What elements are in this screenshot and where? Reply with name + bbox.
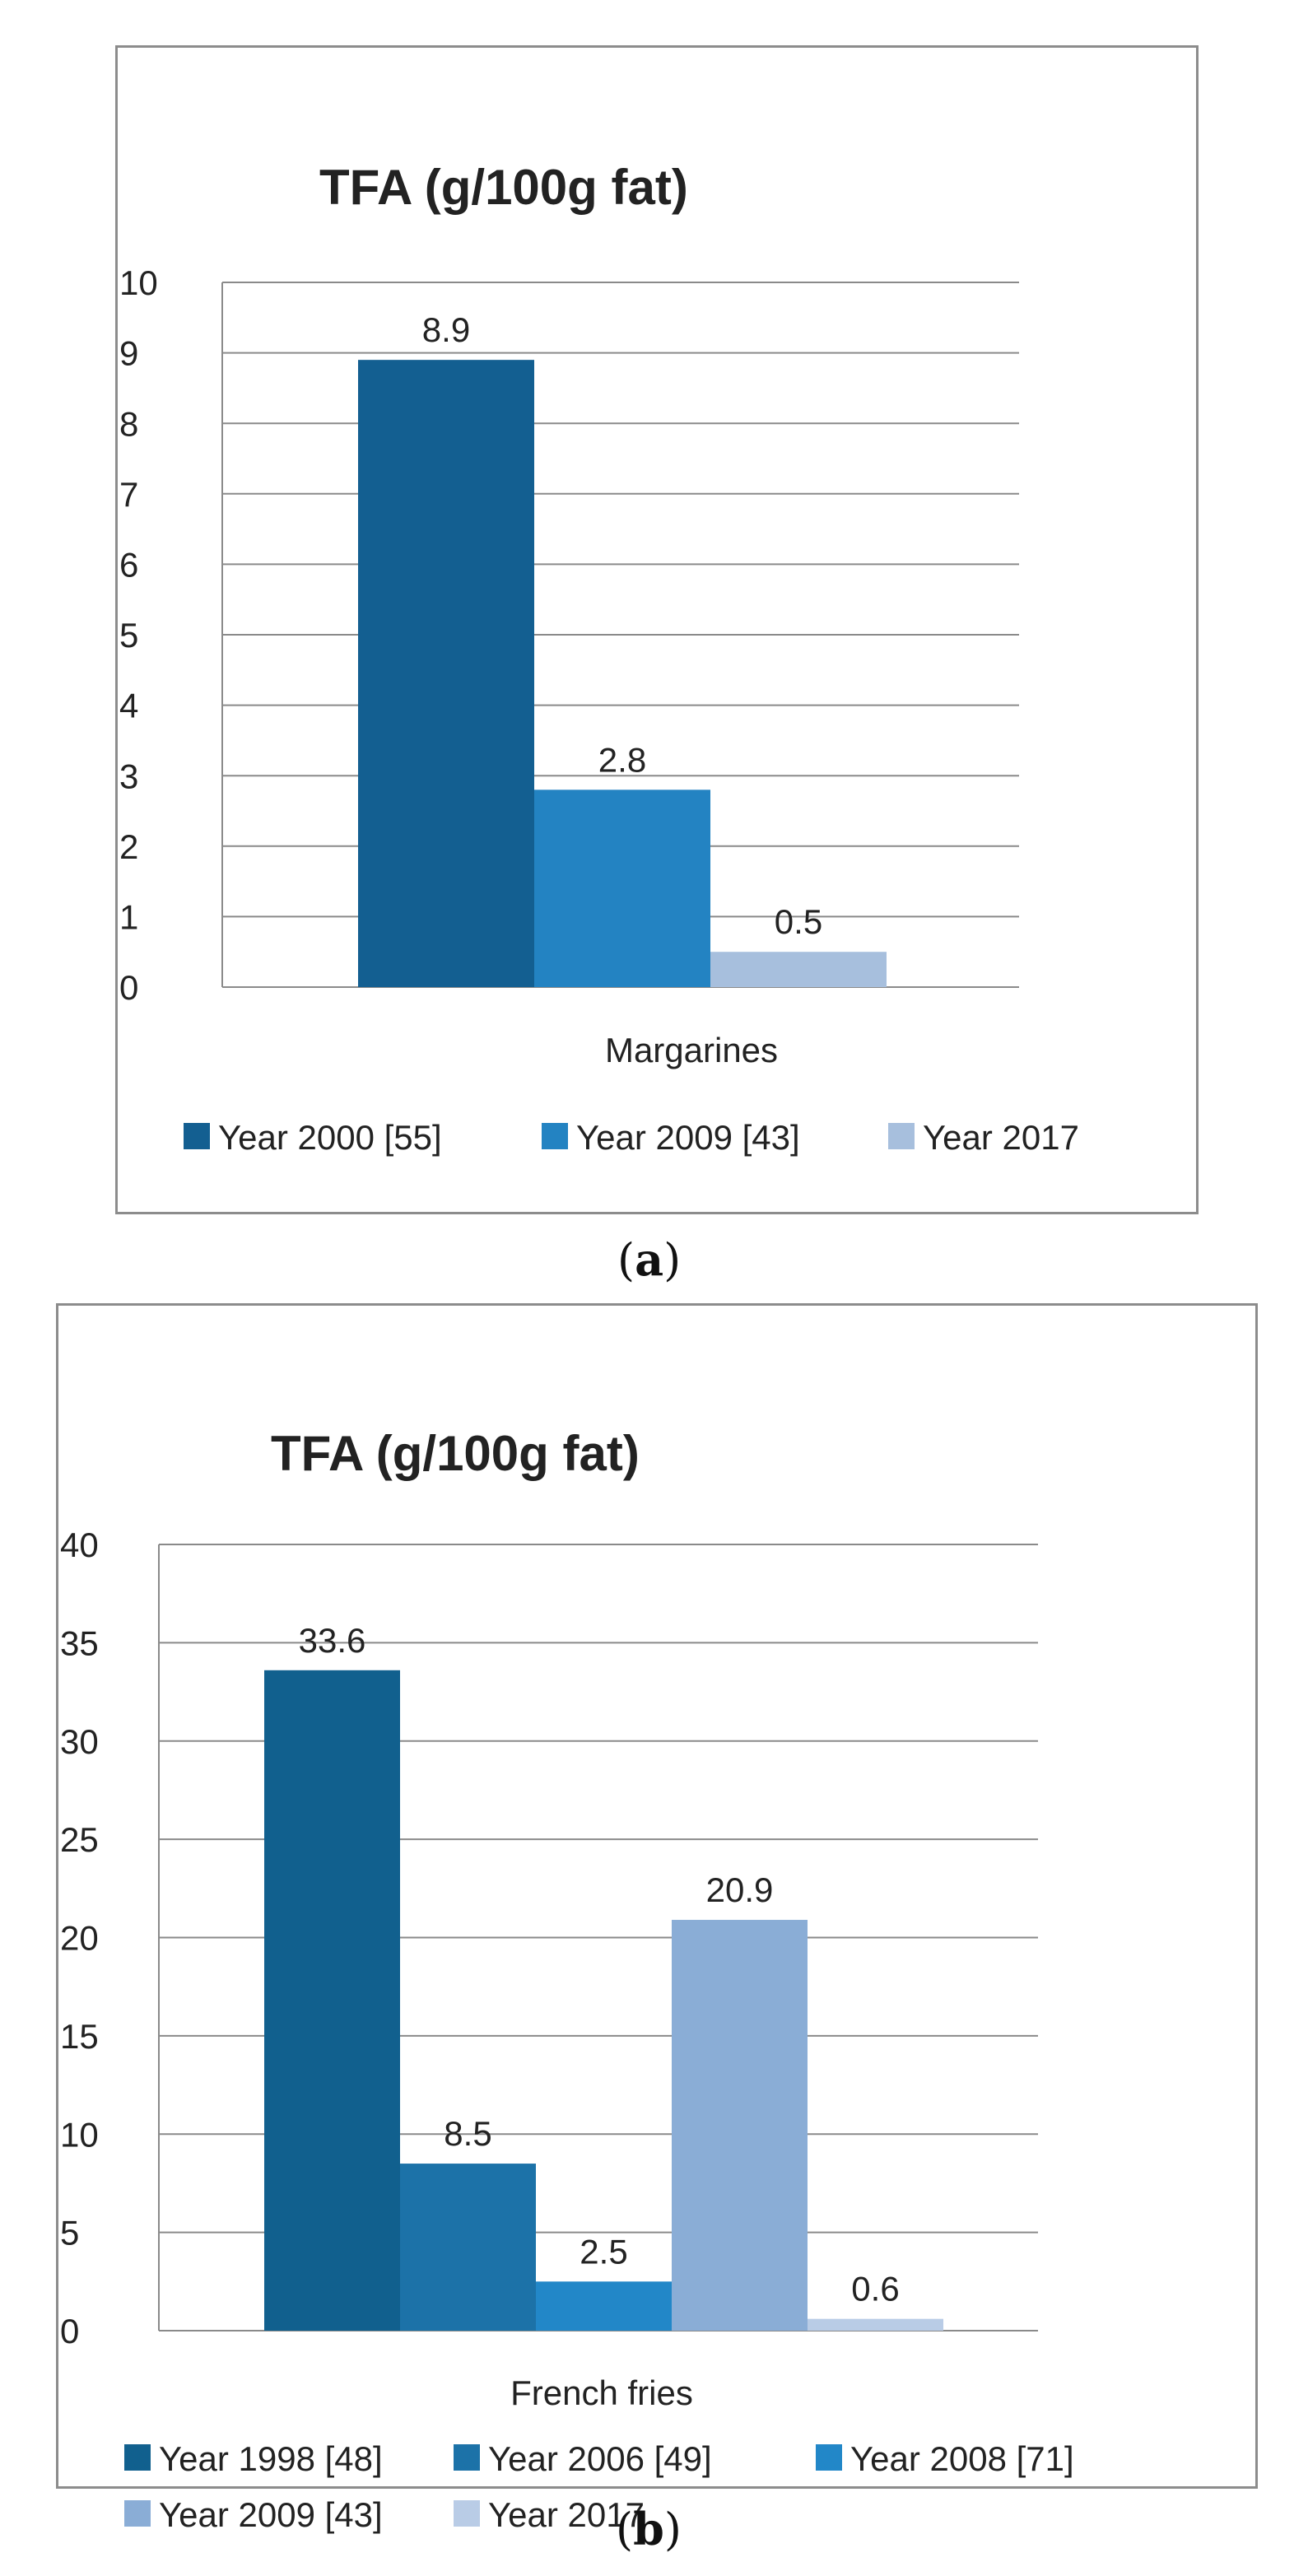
caption-a-close: ) [663,1234,682,1286]
y-tick-label: 30 [60,1722,99,1761]
legend-swatch [454,2444,480,2471]
legend-swatch [184,1123,210,1149]
y-tick-label: 9 [119,334,138,373]
y-tick-label: 5 [60,2214,79,2252]
y-tick-label: 35 [60,1623,99,1662]
chart-panel-a: TFA (g/100g fat) 0 1 2 3 4 5 6 7 8 9 10 8.9 2.8 0.5 Mar… [115,45,1199,1214]
y-tick-label: 15 [60,2017,99,2056]
legend-swatch [124,2444,151,2471]
legend-swatch [454,2500,480,2527]
caption-b-close: ) [663,2504,682,2555]
data-label: 0.5 [775,902,822,941]
y-tick-label: 7 [119,475,138,514]
chart-panel-b: TFA (g/100g fat) 0 5 10 15 20 25 30 35 40 33.6 8.5 2… [56,1303,1258,2534]
bar [710,952,887,987]
y-tick-label: 2 [119,827,138,866]
data-label: 0.6 [851,2270,899,2308]
y-tick-label: 20 [60,1919,99,1958]
legend-swatch [542,1123,568,1149]
legend-label: Year 2017 [488,2495,645,2534]
bar [536,2281,672,2331]
chart-b-svg: TFA (g/100g fat) 0 5 10 15 20 25 30 35 40 33.6 8.5 2… [60,1426,1074,2534]
y-tick-label: 6 [119,546,138,585]
bar [264,1670,400,2331]
data-label: 33.6 [299,1621,366,1660]
bar [808,2318,943,2331]
chart-a-svg: TFA (g/100g fat) 0 1 2 3 4 5 6 7 8 9 10 8.9 2.8 0.5 Mar… [119,160,1079,1157]
y-tick-label: 3 [119,757,138,795]
caption-a: (a) [617,1233,681,1286]
data-label: 2.5 [580,2232,627,2271]
data-label: 2.8 [598,740,646,779]
category-label: French fries [510,2373,693,2412]
y-tick-label: 5 [119,616,138,654]
y-tick-label: 1 [119,898,138,937]
y-tick-label: 4 [119,687,138,725]
legend-label: Year 2017 [923,1118,1079,1157]
data-label: 8.9 [422,310,470,349]
y-tick-label: 10 [119,263,158,302]
y-tick-label: 10 [60,2115,99,2154]
y-tick-label: 40 [60,1526,99,1564]
caption-a-label: a [635,1233,664,1286]
bar [534,790,710,987]
chart-title: TFA (g/100g fat) [271,1426,640,1481]
legend-label: Year 2009 [43] [159,2495,383,2534]
y-tick-label: 8 [119,404,138,443]
legend-label: Year 2008 [71] [850,2439,1074,2478]
category-label: Margarines [605,1031,778,1069]
caption-a-open: ( [617,1234,635,1286]
caption-b-label: b [633,2503,664,2555]
caption-b: (b) [616,2503,682,2555]
legend-label: Year 2009 [43] [576,1118,800,1157]
data-label: 8.5 [444,2114,491,2153]
data-label: 20.9 [706,1870,774,1909]
y-tick-label: 0 [119,968,138,1007]
legend-swatch [124,2500,151,2527]
legend-label: Year 2006 [49] [488,2439,712,2478]
bar [400,2164,536,2331]
bar [672,1920,808,2331]
y-tick-label: 25 [60,1820,99,1859]
bar [358,360,534,987]
caption-b-open: ( [616,2504,634,2555]
legend-swatch [816,2444,842,2471]
legend-swatch [888,1123,915,1149]
legend-label: Year 1998 [48] [159,2439,383,2478]
legend-label: Year 2000 [55] [218,1118,442,1157]
chart-title: TFA (g/100g fat) [319,160,688,215]
y-tick-label: 0 [60,2312,79,2350]
